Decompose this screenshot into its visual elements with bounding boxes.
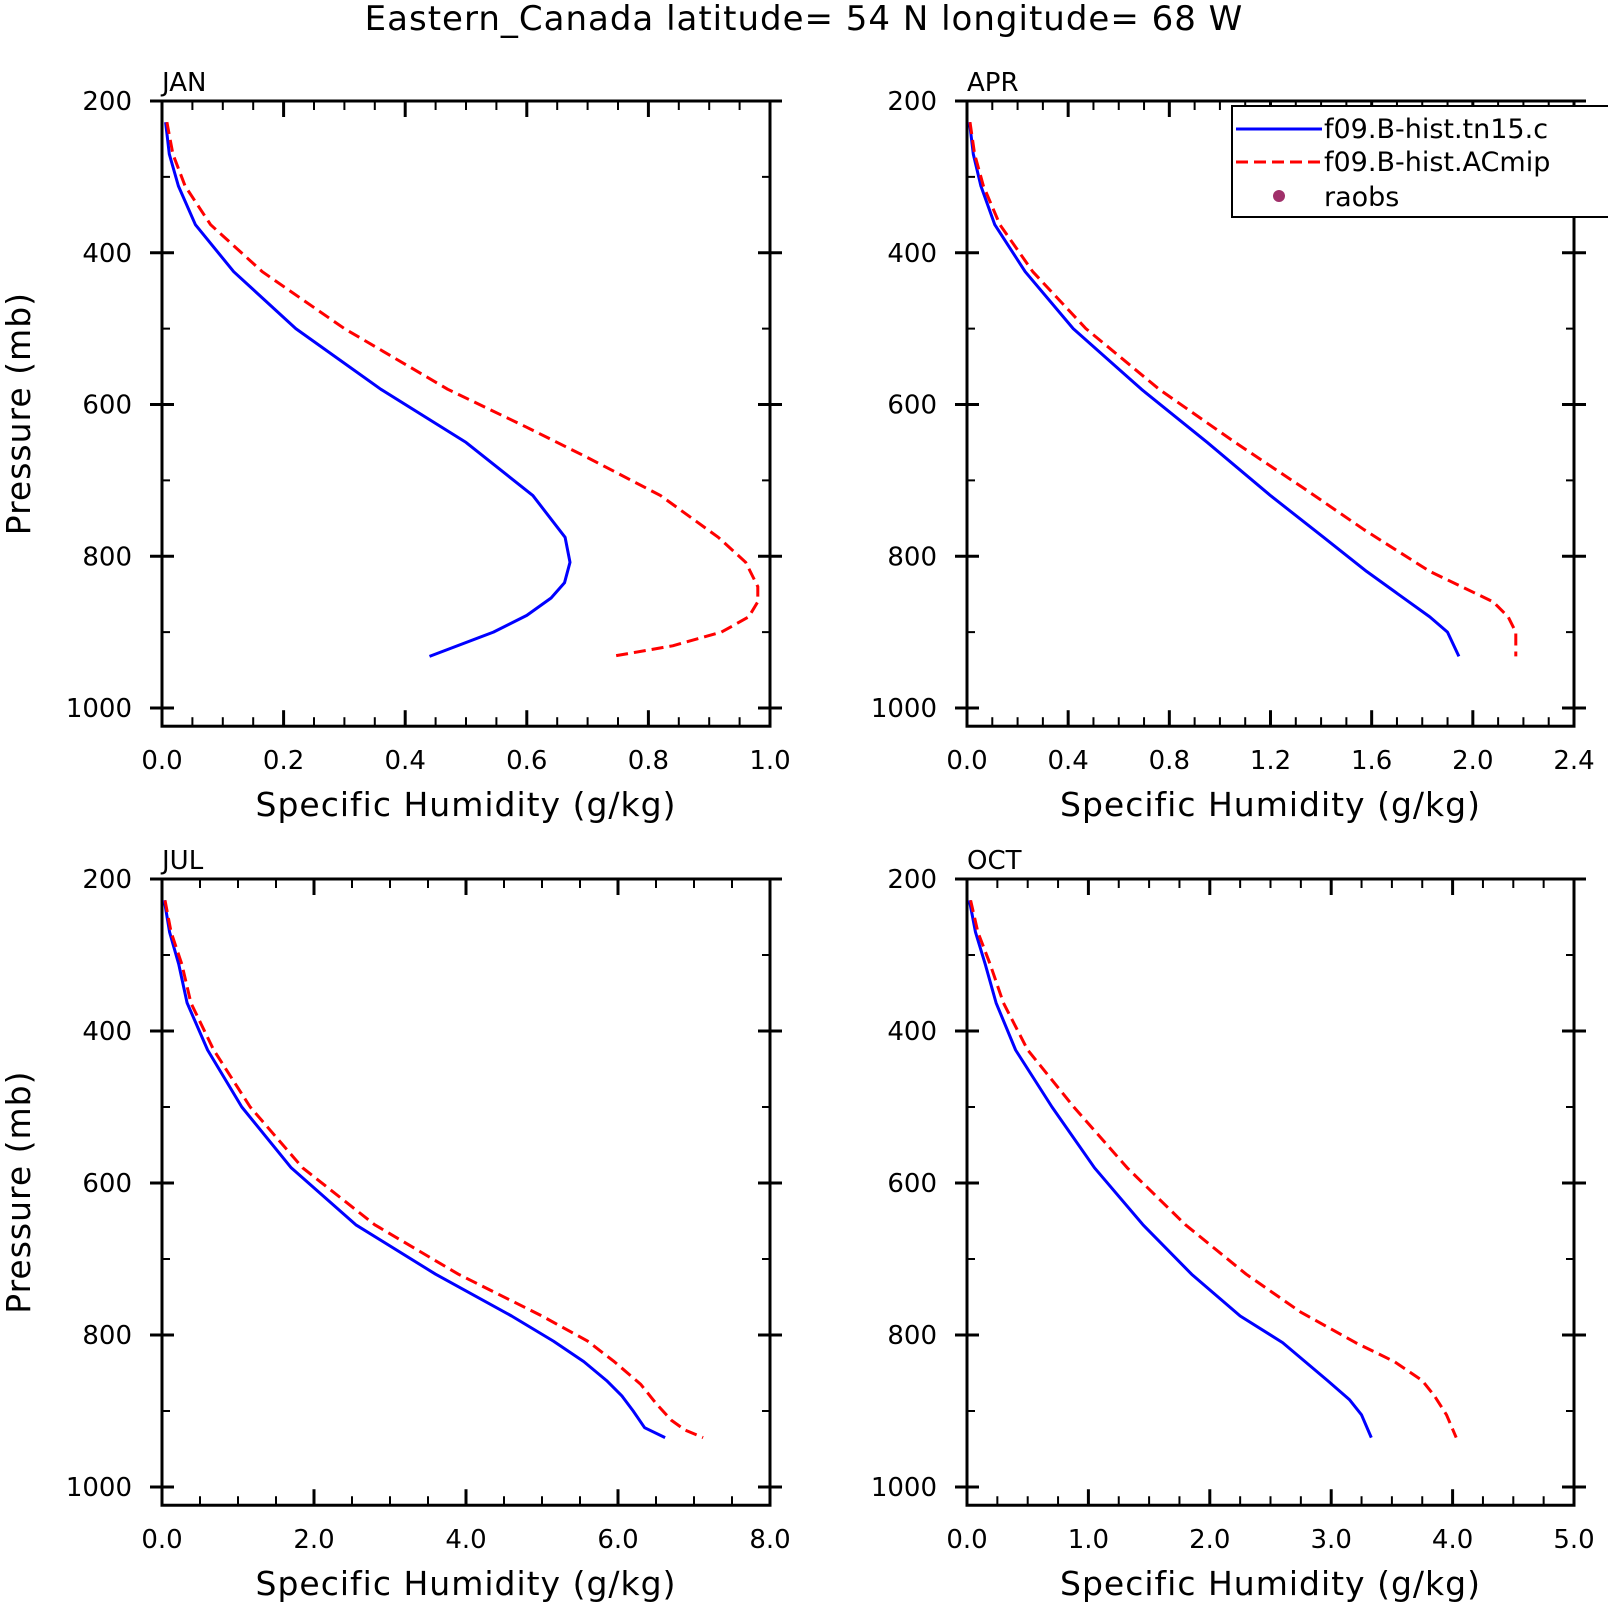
x-tick-label-jul: 4.0 bbox=[445, 1525, 486, 1555]
plot-frame-jul bbox=[160, 877, 772, 1507]
y-axis-label-jan: Pressure (mb) bbox=[0, 292, 38, 535]
y-tick-label-oct: 400 bbox=[887, 1017, 937, 1047]
panel-apr: APR 0.0 0.4 0.8 1.2 1.6 2.0 2.4 200 400 600 800 1000… bbox=[871, 68, 1595, 824]
x-tick-label-jul: 0.0 bbox=[141, 1525, 182, 1555]
x-tick-label-apr: 0.8 bbox=[1149, 746, 1190, 776]
x-tick-label-jan: 0.0 bbox=[141, 746, 182, 776]
x-tick-label-oct: 1.0 bbox=[1068, 1525, 1109, 1555]
series-line-acmip-jul bbox=[163, 900, 704, 1439]
y-tick-label-jan: 600 bbox=[82, 391, 132, 421]
x-tick-label-oct: 0.0 bbox=[946, 1525, 987, 1555]
series-line-tn15-jan bbox=[164, 122, 572, 658]
y-tick-label-jul: 200 bbox=[82, 865, 132, 895]
x-axis-label-oct: Specific Humidity (g/kg) bbox=[1060, 1564, 1481, 1602]
panel-label-apr: APR bbox=[967, 68, 1019, 98]
legend-label-raobs: raobs bbox=[1324, 182, 1399, 213]
x-tick-label-jan: 0.8 bbox=[628, 746, 669, 776]
plot-frame-jan bbox=[160, 99, 772, 728]
figure-title: Eastern_Canada latitude= 54 N longitude=… bbox=[365, 0, 1244, 39]
y-tick-label-jan: 400 bbox=[82, 239, 132, 269]
x-tick-label-apr: 0.4 bbox=[1047, 746, 1088, 776]
series-line-tn15-oct bbox=[967, 900, 1373, 1439]
x-tick-label-apr: 0.0 bbox=[946, 746, 987, 776]
x-tick-label-oct: 3.0 bbox=[1311, 1525, 1352, 1555]
y-tick-label-jul: 600 bbox=[82, 1169, 132, 1199]
series-line-acmip-oct bbox=[969, 899, 1458, 1439]
x-tick-label-jan: 0.6 bbox=[506, 746, 547, 776]
y-tick-label-jan: 1000 bbox=[66, 694, 132, 724]
y-tick-label-oct: 600 bbox=[887, 1169, 937, 1199]
y-tick-label-apr: 400 bbox=[887, 239, 937, 269]
y-tick-label-apr: 600 bbox=[887, 391, 937, 421]
x-tick-label-apr: 2.0 bbox=[1452, 746, 1493, 776]
x-tick-label-jul: 8.0 bbox=[749, 1525, 790, 1555]
y-tick-label-jan: 800 bbox=[82, 542, 132, 572]
x-tick-label-jan: 0.4 bbox=[385, 746, 426, 776]
x-axis-label-jul: Specific Humidity (g/kg) bbox=[256, 1564, 677, 1602]
y-tick-label-jan: 200 bbox=[82, 87, 132, 117]
x-tick-label-jul: 6.0 bbox=[597, 1525, 638, 1555]
y-tick-label-jul: 1000 bbox=[66, 1473, 132, 1503]
x-tick-label-apr: 2.4 bbox=[1553, 746, 1594, 776]
legend-marker-raobs bbox=[1273, 190, 1285, 202]
legend-label-acmip: f09.B-hist.ACmip bbox=[1324, 147, 1550, 178]
y-tick-label-jul: 400 bbox=[82, 1017, 132, 1047]
x-tick-label-oct: 5.0 bbox=[1553, 1525, 1594, 1555]
legend-label-tn15: f09.B-hist.tn15.c bbox=[1324, 114, 1548, 145]
y-tick-label-apr: 800 bbox=[887, 542, 937, 572]
y-tick-label-jul: 800 bbox=[82, 1321, 132, 1351]
y-tick-label-apr: 1000 bbox=[871, 694, 937, 724]
x-tick-label-apr: 1.6 bbox=[1351, 746, 1392, 776]
panels-group: JAN 0.0 0.2 0.4 0.6 0.8 1.0 200 400 600 800 1000 Spe… bbox=[0, 68, 1595, 1602]
y-axis-label-jul: Pressure (mb) bbox=[0, 1070, 38, 1313]
x-tick-label-apr: 1.2 bbox=[1250, 746, 1291, 776]
series-line-acmip-apr bbox=[968, 121, 1518, 657]
plot-frame-oct bbox=[965, 877, 1576, 1507]
panel-label-jan: JAN bbox=[160, 68, 206, 98]
x-tick-label-jan: 0.2 bbox=[263, 746, 304, 776]
y-tick-label-oct: 200 bbox=[887, 865, 937, 895]
panel-label-oct: OCT bbox=[967, 846, 1022, 876]
x-tick-label-jul: 2.0 bbox=[293, 1525, 334, 1555]
panel-jul: JUL 0.0 2.0 4.0 6.0 8.0 200 400 600 800 1000 Specif… bbox=[0, 846, 791, 1602]
x-tick-label-oct: 2.0 bbox=[1189, 1525, 1230, 1555]
series-line-tn15-jul bbox=[162, 900, 666, 1439]
panel-jan: JAN 0.0 0.2 0.4 0.6 0.8 1.0 200 400 600 800 1000 Spe… bbox=[0, 68, 791, 824]
x-tick-label-oct: 4.0 bbox=[1432, 1525, 1473, 1555]
series-line-tn15-apr bbox=[968, 122, 1461, 658]
legend: f09.B-hist.tn15.c f09.B-hist.ACmip raobs bbox=[1231, 105, 1608, 218]
x-tick-label-jan: 1.0 bbox=[749, 746, 790, 776]
panel-label-jul: JUL bbox=[160, 846, 204, 876]
x-axis-label-apr: Specific Humidity (g/kg) bbox=[1060, 785, 1481, 824]
y-tick-label-oct: 1000 bbox=[871, 1473, 937, 1503]
series-line-acmip-jan bbox=[165, 121, 760, 658]
panel-oct: OCT 0.0 1.0 2.0 3.0 4.0 5.0 200 400 600 800 1000 Spe… bbox=[871, 846, 1595, 1602]
x-axis-label-jan: Specific Humidity (g/kg) bbox=[256, 785, 677, 824]
y-tick-label-oct: 800 bbox=[887, 1321, 937, 1351]
y-tick-label-apr: 200 bbox=[887, 87, 937, 117]
